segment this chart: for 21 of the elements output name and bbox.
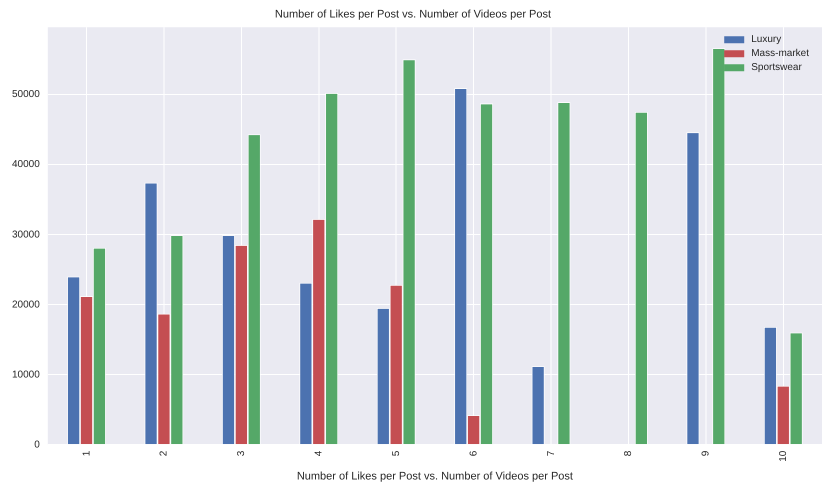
y-tick-label: 50000: [12, 89, 40, 100]
y-tick-label: 10000: [12, 369, 40, 380]
x-tick-label: 1: [81, 450, 92, 456]
legend-label: Luxury: [751, 34, 782, 45]
y-tick-label: 0: [34, 439, 40, 450]
x-tick-label: 6: [468, 450, 480, 456]
y-tick-label: 40000: [12, 159, 40, 170]
x-tick-label: 9: [700, 450, 712, 456]
x-tick-label: 7: [546, 450, 557, 456]
chart-title: Number of Likes per Post vs. Number of Videos per Post: [274, 8, 552, 21]
legend-label: Mass-market: [751, 48, 810, 59]
x-tick-label: 2: [158, 450, 170, 456]
x-axis-title: Number of Likes per Post vs. Number of Videos per Post: [296, 470, 573, 482]
legend-label: Sportswear: [751, 62, 802, 73]
y-tick-label: 30000: [12, 229, 40, 240]
x-tick-label: 8: [623, 450, 634, 456]
x-tick-label: 4: [314, 450, 325, 456]
x-tick-label: 5: [390, 450, 402, 456]
x-tick-label: 3: [236, 450, 248, 456]
y-tick-label: 20000: [12, 299, 40, 310]
x-tick-label: 10: [778, 450, 790, 462]
